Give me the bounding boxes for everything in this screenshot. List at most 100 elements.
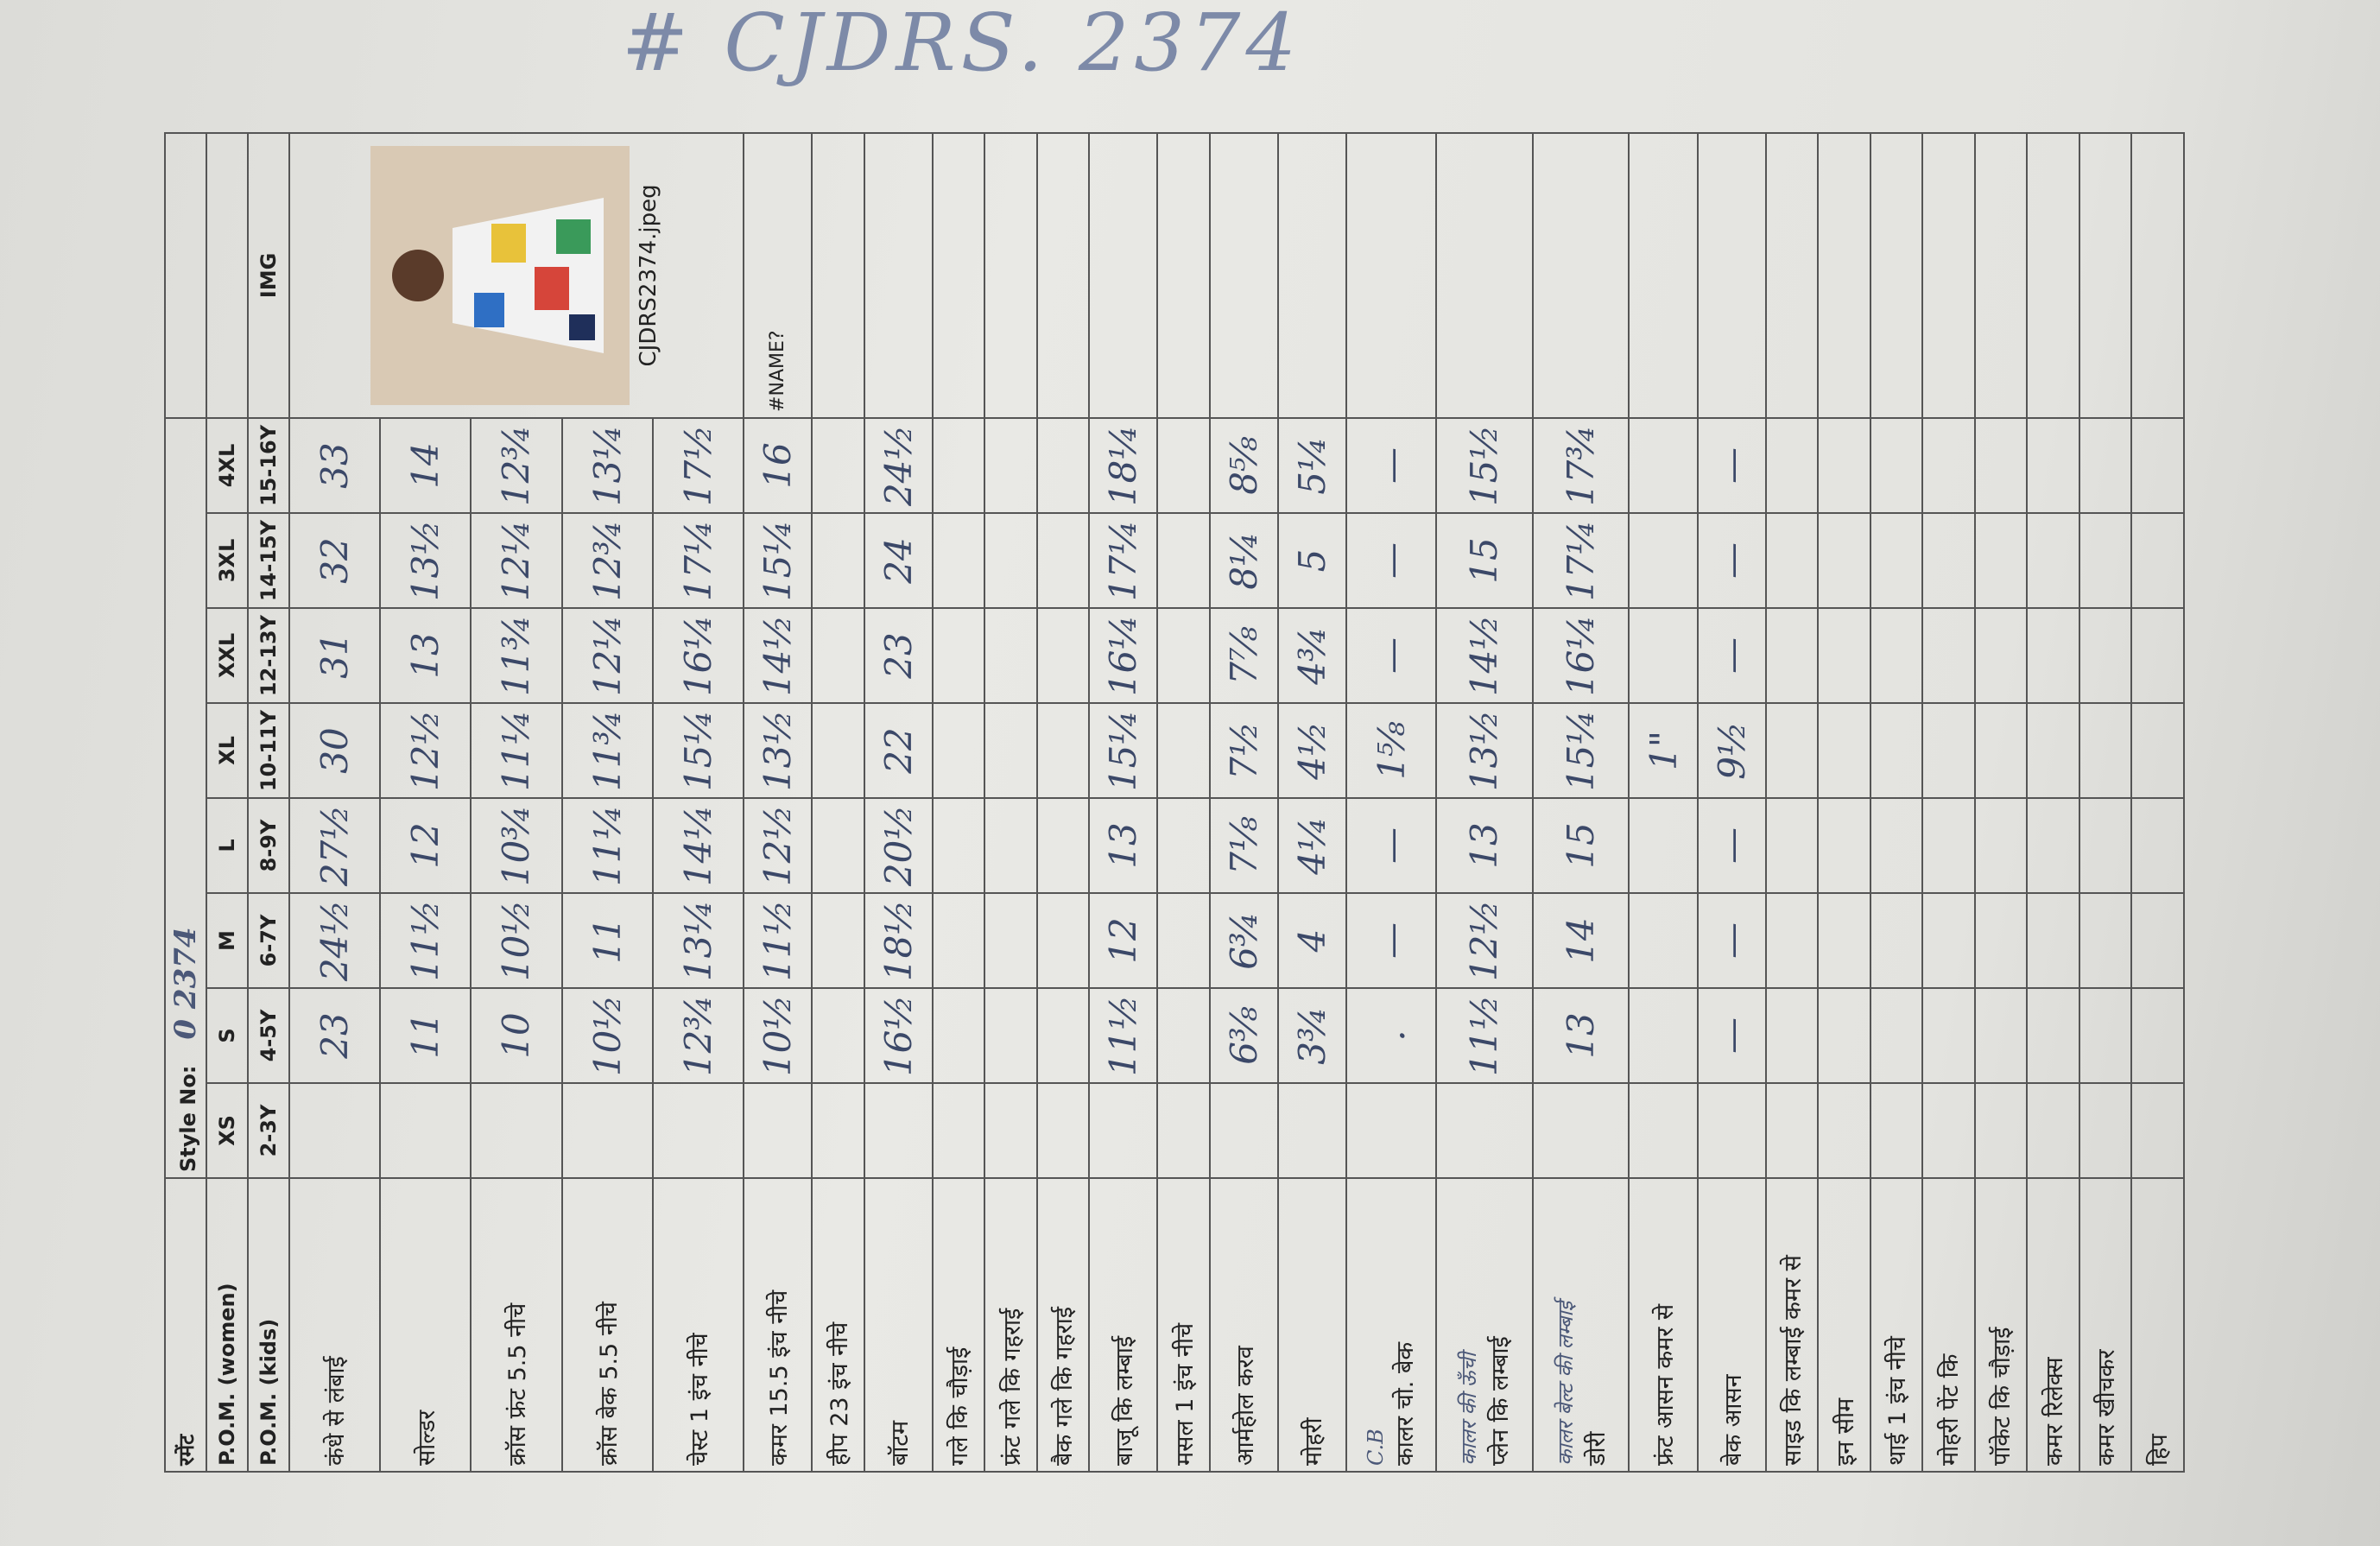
measure-value <box>932 893 985 988</box>
measure-value <box>1974 513 2028 608</box>
measure-value: 6¾ <box>1209 893 1278 988</box>
measure-value <box>812 1083 864 1178</box>
measure-value <box>1036 703 1090 798</box>
kids-size: 6-7Y <box>248 893 289 988</box>
print <box>556 219 592 254</box>
head <box>392 249 445 301</box>
measure-value <box>1922 513 1975 608</box>
measure-value <box>932 608 985 703</box>
measure-value: 24 <box>864 513 933 608</box>
measure-value: 12½ <box>380 703 472 798</box>
measure-value <box>1974 608 2028 703</box>
measure-value <box>561 1083 653 1178</box>
measure-value <box>1629 988 1698 1083</box>
measure-value: 10½ <box>561 988 653 1083</box>
measure-value <box>1974 893 2028 988</box>
image-file: CJDRS2374.jpeg <box>636 184 662 367</box>
measure-value: 30 <box>289 703 381 798</box>
measure-value <box>2079 417 2132 513</box>
row-label-cell: सोल्डर <box>380 1178 472 1472</box>
measure-value <box>984 703 1037 798</box>
measure-value <box>1870 513 1923 608</box>
measure-value: 17¼ <box>652 513 744 608</box>
measure-value: 13¼ <box>652 893 744 988</box>
measure-value <box>1765 893 1819 988</box>
measure-value <box>1036 608 1090 703</box>
measure-value <box>864 1083 933 1178</box>
blank-cell <box>206 132 248 418</box>
measure-value: 12½ <box>743 798 813 893</box>
measure-row: पॉकेट कि चौड़ाई <box>1974 132 2028 1472</box>
row-label-cell: हिप <box>2131 1178 2184 1472</box>
women-size: M <box>206 893 248 988</box>
blank-cell <box>1870 132 1923 418</box>
women-size: 4XL <box>206 417 248 513</box>
measure-value <box>1629 893 1698 988</box>
print <box>569 314 596 340</box>
measure-value <box>2079 1083 2132 1178</box>
measure-value <box>1157 608 1210 703</box>
measure-value <box>1036 417 1090 513</box>
row-label: इन सीम <box>1832 1397 1859 1466</box>
measure-value: 7⅛ <box>1209 798 1278 893</box>
measure-value: . <box>1346 988 1437 1083</box>
women-size: L <box>206 798 248 893</box>
measure-value <box>1157 988 1210 1083</box>
blank-cell <box>2027 132 2079 418</box>
measure-row: मोहरी पेंट कि <box>1922 132 1975 1472</box>
women-label: P.O.M. (women) <box>206 1178 248 1472</box>
measure-value <box>1157 703 1210 798</box>
measure-value <box>2131 988 2184 1083</box>
blank-cell <box>1818 132 1870 418</box>
measure-value: 24½ <box>289 893 381 988</box>
row-label: कंधे से लंबाई <box>323 1356 351 1466</box>
measure-value: 15¼ <box>1089 703 1158 798</box>
measure-value <box>1157 417 1210 513</box>
measure-value: 13 <box>1436 798 1533 893</box>
measure-value <box>2131 893 2184 988</box>
measure-value <box>1818 513 1870 608</box>
measure-value <box>812 513 864 608</box>
measure-value <box>1765 988 1819 1083</box>
measure-value <box>1532 1083 1630 1178</box>
measure-value: 18½ <box>864 893 933 988</box>
measure-value <box>2131 608 2184 703</box>
measure-value <box>2131 703 2184 798</box>
kids-size: 2-3Y <box>248 1083 289 1178</box>
product-photo <box>370 145 630 405</box>
measure-value: 12 <box>1089 893 1158 988</box>
measure-value <box>1765 513 1819 608</box>
measure-value: — <box>1697 513 1766 608</box>
row-label-cell: मोहरी पेंट कि <box>1922 1178 1975 1472</box>
row-label-cell: बेक आसन <box>1697 1178 1766 1472</box>
row-label: हीप 23 इंच नीचे <box>826 1321 853 1466</box>
measure-value: — <box>1697 608 1766 703</box>
measure-value <box>1974 703 2028 798</box>
measure-value: 5¼ <box>1277 417 1347 513</box>
measure-value <box>1974 798 2028 893</box>
measure-value <box>652 1083 744 1178</box>
measure-value: 10½ <box>743 988 813 1083</box>
measure-value <box>2027 893 2079 988</box>
measure-value: 23 <box>864 608 933 703</box>
spec-table: रमेंट Style No:0 2374 P.O.M. (women) XS S M L X… <box>164 132 2185 1473</box>
row-label-cell: कंधे से लंबाई <box>289 1178 381 1472</box>
measure-value: — <box>1697 417 1766 513</box>
measure-value <box>1629 1083 1698 1178</box>
measure-row: मोहरी 3¾ 4 4¼ 4½ 4¾ 5 5¼ <box>1277 132 1347 1472</box>
measure-value <box>2027 513 2079 608</box>
handwritten-title: # CJDRS. 2374 <box>622 0 1302 89</box>
print <box>474 292 505 327</box>
measure-value: 32 <box>289 513 381 608</box>
row-label: डोरी <box>1583 1431 1611 1466</box>
measure-value: 4¾ <box>1277 608 1347 703</box>
measure-value: 31 <box>289 608 381 703</box>
measure-row: कंधे से लंबाई 23 24½ 27½ 30 31 32 33 CJDRS2374.j… <box>289 132 744 1472</box>
measure-value: 14¼ <box>652 798 744 893</box>
measure-value: 13¼ <box>561 417 653 513</box>
row-label: कमर 15.5 इंच नीचे <box>766 1289 794 1466</box>
measure-value <box>1089 1083 1158 1178</box>
measure-value <box>1629 798 1698 893</box>
row-label: कालर चो. बेक <box>1391 1341 1419 1466</box>
measure-value: 16 <box>743 417 813 513</box>
